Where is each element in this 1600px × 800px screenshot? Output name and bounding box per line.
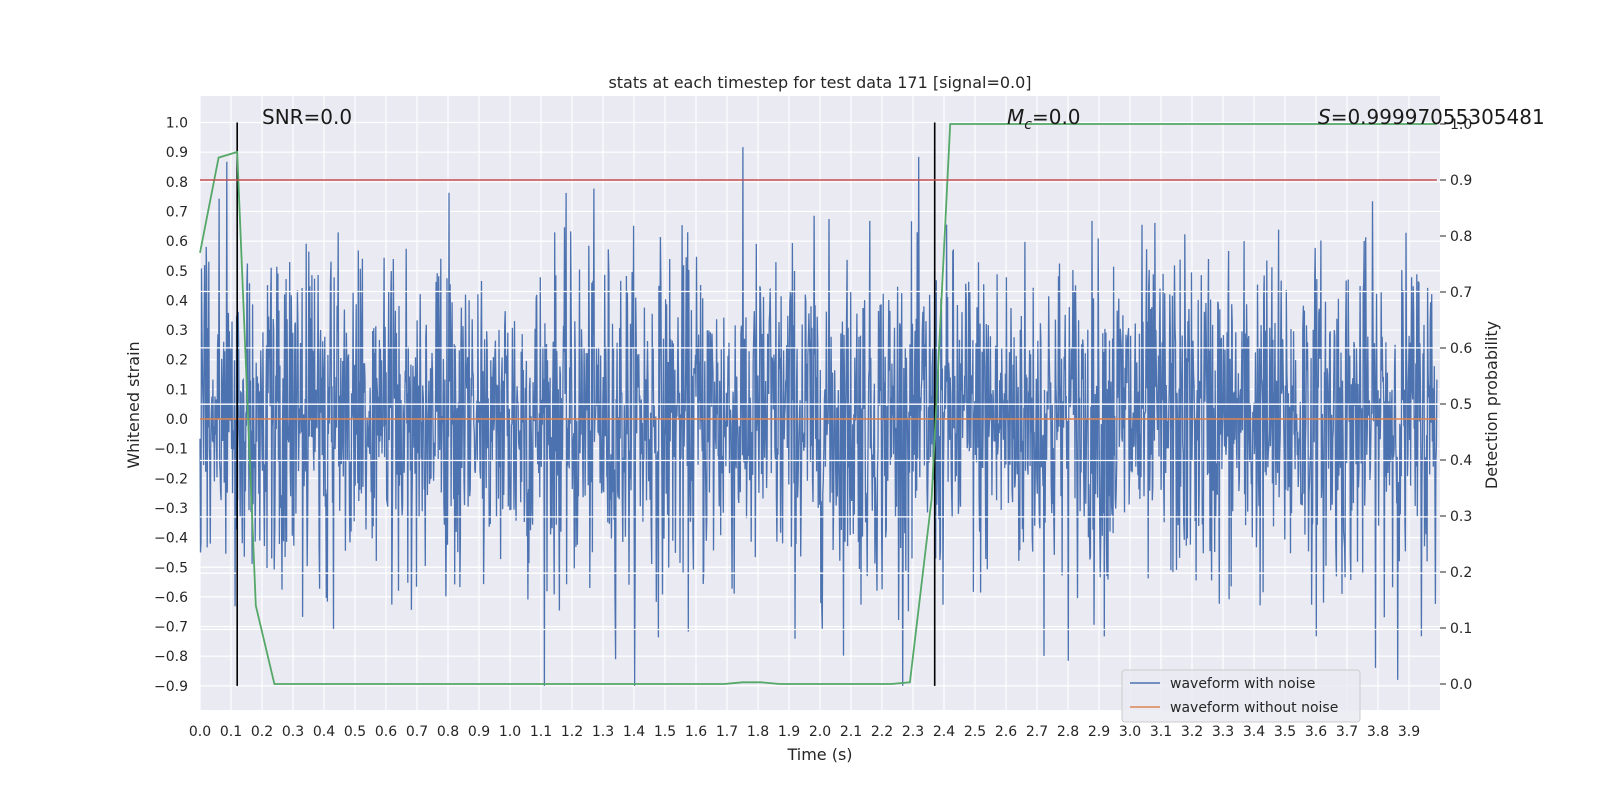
x-tick-label: 1.6 — [685, 724, 707, 740]
y-tick-label: −0.9 — [154, 679, 188, 695]
x-tick-label: 2.1 — [840, 724, 862, 740]
y2-tick-label: 0.2 — [1450, 565, 1472, 581]
snr-annotation: SNR=0.0 — [262, 105, 352, 129]
y2-tick-label: 0.6 — [1450, 341, 1472, 357]
y-tick-label: −0.2 — [154, 471, 188, 487]
chart-title: stats at each timestep for test data 171… — [608, 73, 1031, 92]
x-tick-label: 1.5 — [654, 724, 676, 740]
y-tick-label: −0.4 — [154, 531, 188, 547]
x-tick-label: 3.8 — [1367, 724, 1389, 740]
y-tick-label: 0.2 — [166, 353, 188, 369]
x-tick-label: 0.1 — [220, 724, 242, 740]
score-symbol: S — [1318, 105, 1331, 129]
y-axis-label: Whitened strain — [124, 341, 143, 468]
y-tick-label: 0.1 — [166, 382, 188, 398]
x-tick-label: 3.1 — [1150, 724, 1172, 740]
x-tick-label: 0.5 — [344, 724, 366, 740]
x-tick-label: 0.4 — [313, 724, 335, 740]
y-tick-label: 0.4 — [166, 293, 188, 309]
score-annotation: S=0.99997055305481 — [1318, 105, 1545, 129]
y2-tick-label: 0.1 — [1450, 621, 1472, 637]
legend-label-noise: waveform with noise — [1170, 676, 1315, 692]
x-tick-label: 3.7 — [1336, 724, 1358, 740]
x-tick-label: 1.4 — [623, 724, 645, 740]
y2-tick-label: 0.7 — [1450, 285, 1472, 301]
y-tick-label: 0.5 — [166, 264, 188, 280]
x-tick-label: 0.2 — [251, 724, 273, 740]
y2-axis-ticks: 1.0 0.9 0.8 0.7 0.6 0.5 0.4 0.3 0.2 0.1 0.0 — [1440, 117, 1472, 693]
y-tick-label: 1.0 — [166, 116, 188, 132]
y2-axis-label: Detection probability — [1482, 321, 1501, 489]
y-tick-label: 0.0 — [166, 412, 188, 428]
x-tick-label: 2.6 — [995, 724, 1017, 740]
detection-probability-line — [199, 123, 1437, 685]
x-tick-label: 0.7 — [406, 724, 428, 740]
x-tick-label: 1.0 — [499, 724, 521, 740]
y-tick-label: 0.3 — [166, 323, 188, 339]
x-axis-label: Time (s) — [786, 745, 852, 764]
score-value: =0.99997055305481 — [1331, 105, 1545, 129]
x-tick-label: 1.7 — [716, 724, 738, 740]
x-tick-label: 0.8 — [437, 724, 459, 740]
y-tick-label: −0.8 — [154, 649, 188, 665]
y2-tick-label: 0.3 — [1450, 509, 1472, 525]
x-tick-label: 0.6 — [375, 724, 397, 740]
detection-probability-series — [199, 123, 1437, 685]
x-tick-label: 3.5 — [1274, 724, 1296, 740]
x-tick-label: 1.8 — [747, 724, 769, 740]
legend: waveform with noise waveform without noi… — [1121, 669, 1361, 723]
waveform-with-noise-line — [199, 147, 1438, 686]
x-tick-label: 3.4 — [1243, 724, 1265, 740]
y-tick-label: 0.9 — [166, 145, 188, 161]
legend-box — [1121, 669, 1361, 723]
vertical-marker-lines — [236, 122, 936, 686]
y-tick-label: −0.6 — [154, 590, 188, 606]
legend-label-clean: waveform without noise — [1170, 700, 1338, 716]
y-tick-label: 0.7 — [166, 204, 188, 220]
x-tick-label: 2.4 — [933, 724, 955, 740]
white-horizontal-lines — [200, 290, 1440, 631]
x-tick-label: 0.9 — [468, 724, 490, 740]
x-tick-label: 2.3 — [902, 724, 924, 740]
x-tick-label: 1.3 — [592, 724, 614, 740]
y2-tick-label: 0.4 — [1450, 453, 1472, 469]
y2-tick-label: 0.9 — [1450, 173, 1472, 189]
x-tick-label: 3.6 — [1305, 724, 1327, 740]
y2-tick-label: 0.0 — [1450, 677, 1472, 693]
x-tick-label: 2.5 — [964, 724, 986, 740]
y2-tick-label: 1.0 — [1450, 117, 1472, 133]
x-tick-label: 2.0 — [809, 724, 831, 740]
x-tick-label: 2.9 — [1088, 724, 1110, 740]
y-tick-label: −0.7 — [154, 620, 188, 636]
x-tick-label: 1.1 — [530, 724, 552, 740]
x-axis-ticks: 0.0 0.1 0.2 0.3 0.4 0.5 0.6 0.7 0.8 0.9 1.0 1.1 1.2 1… — [189, 724, 1420, 740]
chirp-mass-value: =0.0 — [1032, 105, 1081, 129]
y-axis-ticks: 1.0 0.9 0.8 0.7 0.6 0.5 0.4 0.3 0.2 0.1 0.0 −0.1 −0.… — [154, 116, 188, 695]
y-tick-label: 0.6 — [166, 234, 188, 250]
y2-tick-label: 0.5 — [1450, 397, 1472, 413]
y2-tick-label: 0.8 — [1450, 229, 1472, 245]
x-tick-label: 1.2 — [561, 724, 583, 740]
y-tick-label: −0.5 — [154, 560, 188, 576]
x-tick-label: 3.9 — [1398, 724, 1420, 740]
x-tick-label: 1.9 — [778, 724, 800, 740]
y-tick-label: −0.3 — [154, 501, 188, 517]
x-tick-label: 3.3 — [1212, 724, 1234, 740]
x-tick-label: 0.0 — [189, 724, 211, 740]
y-tick-label: −0.1 — [154, 442, 188, 458]
chirp-mass-subscript: c — [1024, 117, 1032, 133]
x-tick-label: 2.8 — [1057, 724, 1079, 740]
x-tick-label: 2.7 — [1026, 724, 1048, 740]
y-tick-label: 0.8 — [166, 175, 188, 191]
chirp-mass-symbol: M — [1007, 105, 1024, 129]
chirp-mass-annotation: Mc=0.0 — [1007, 105, 1081, 133]
x-tick-label: 3.2 — [1181, 724, 1203, 740]
waveform-with-noise-series — [199, 147, 1438, 686]
x-tick-label: 2.2 — [871, 724, 893, 740]
x-tick-label: 3.0 — [1119, 724, 1141, 740]
x-tick-label: 0.3 — [282, 724, 304, 740]
